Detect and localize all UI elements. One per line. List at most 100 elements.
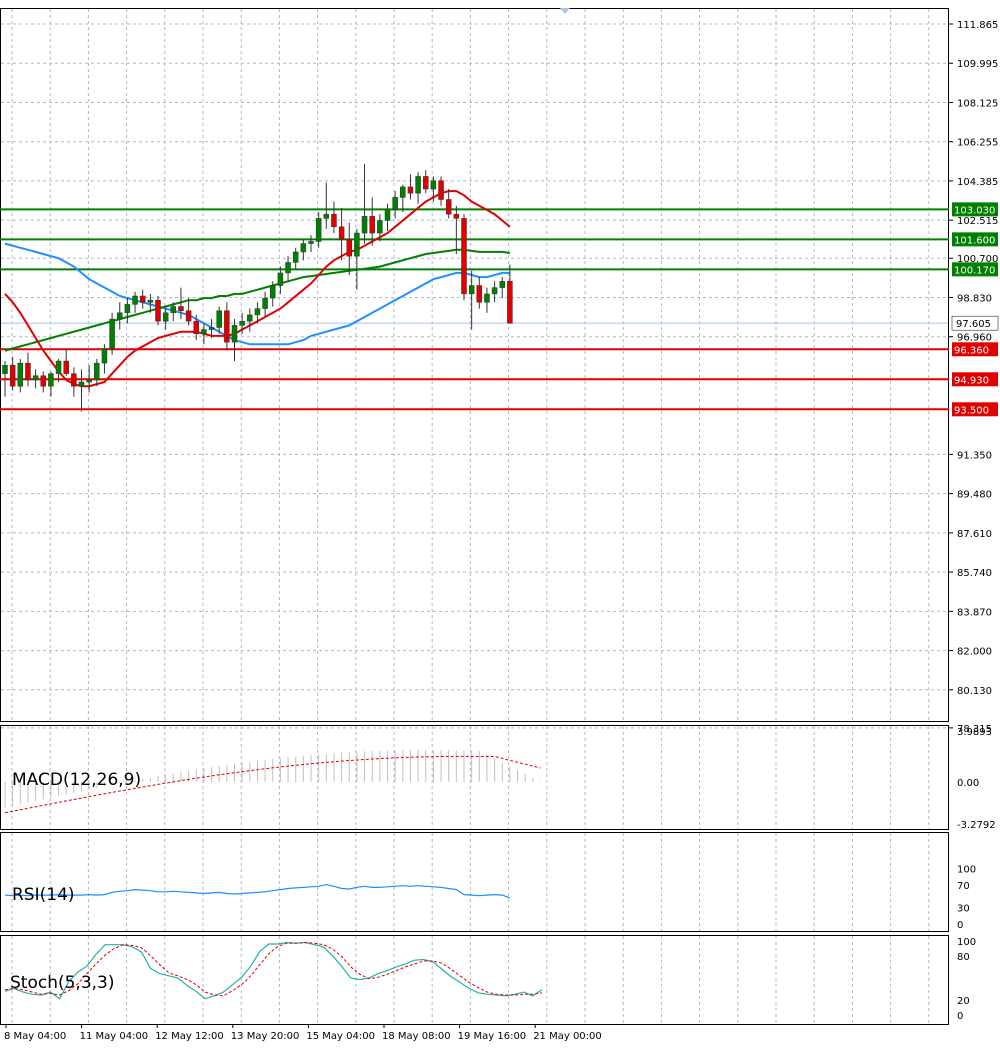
macd-signal-line [4,755,541,814]
rsi-tick-label: 70 [957,881,970,892]
candle-body [124,304,131,314]
rsi-label: RSI(14) [12,885,75,905]
candle-body [484,293,490,303]
candle-body [193,320,199,335]
candle-body [247,314,253,322]
grid [1,9,948,1024]
candle-body [270,285,276,299]
stoch-main-line [4,941,543,1000]
candle-body [139,295,146,303]
time-tick-label: 8 May 04:00 [4,1031,66,1042]
candle-body [2,364,8,374]
price-tick-label: 108.125 [957,98,998,109]
candle-body [178,306,184,311]
candle-body [117,312,123,320]
price-tick-label: 78.315 [957,724,992,735]
rsi-tick-label: 100 [957,865,976,876]
candle-body [216,310,222,328]
candle-body [239,320,245,326]
price-tick-label: 83.870 [957,607,992,618]
candle-body [438,180,444,200]
rsi-tick-label: 30 [957,903,970,914]
candle-body [277,272,284,286]
candle-body [415,176,421,194]
candle-body [407,186,414,194]
price-tick-label: 87.610 [957,529,992,540]
candle-body [55,360,62,374]
stoch-panel: 100 80 20 0 Stoch(5,3,3) [4,937,976,1022]
current-price-box [951,315,999,331]
candle-body [377,220,383,234]
level-label-box [952,202,998,217]
stoch-label: Stoch(5,3,3) [10,973,115,993]
candle-body [224,310,230,343]
stoch-tick-label: 80 [957,952,970,963]
candle-body [25,362,31,381]
macd-tick-label: -3.2792 [957,820,996,831]
candle-body [445,199,452,215]
candle-body [71,373,77,387]
candle-body [453,213,460,219]
candle-body [354,232,360,257]
price-tick-label: 102.515 [957,216,998,227]
rsi-line [4,883,511,899]
candle-body [101,348,108,364]
stoch-tick-label: 100 [957,937,976,948]
stoch-tick-label: 0 [957,1011,963,1022]
rsi-tick-label: 0 [957,920,963,931]
candle-body [338,226,345,240]
stoch-signal-line [4,941,542,997]
price-axis: 111.865 109.995 108.125 106.255 104.385 102.5… [949,20,998,735]
macd-tick-label: 3.9893 [957,727,992,738]
time-tick-label: 15 May 04:00 [306,1031,375,1042]
price-tick-label: 96.960 [957,333,992,344]
candle-body [48,373,54,387]
candle-body [315,218,322,242]
price-tick-label: 100.700 [957,254,998,265]
candle-body [400,186,406,198]
candle-body [32,375,39,381]
candle-body [285,262,291,274]
panel-frames [0,8,949,1025]
candle-body [292,251,299,263]
time-tick-label: 19 May 16:00 [458,1031,527,1042]
price-tick-label: 98.830 [957,293,992,304]
candle-body [423,176,429,190]
candle-body [201,329,207,335]
candle-body [262,297,268,309]
price-tick-label: 85.740 [957,568,992,579]
support-resistance-levels[interactable] [0,208,949,411]
level-label-box [952,342,998,357]
moving-average-line [4,248,511,352]
macd-tick-label: 0.00 [957,778,979,789]
candle-body [78,381,85,387]
candle-body [109,318,115,349]
candle-body [94,362,100,381]
price-tick-label: 104.385 [957,177,998,188]
level-label: 93.500 [954,405,989,416]
candle-body [361,216,368,234]
level-label: 94.930 [954,375,989,386]
time-tick-label: 21 May 00:00 [533,1031,602,1042]
level-label-box [952,402,998,417]
time-tick-label: 12 May 12:00 [155,1031,224,1042]
candle-body [147,299,154,303]
candle-body [369,216,375,234]
price-tick-label: 89.480 [957,490,992,501]
candle-body [331,213,337,228]
price-tick-label: 91.350 [957,450,992,461]
candle-body [155,299,161,322]
candle-body [170,306,177,314]
candle-body [185,310,192,322]
macd-panel: 3.9893 0.00 -3.2792 MACD(12,26,9) [4,727,996,831]
candlestick-series [2,163,513,412]
candle-body [507,281,513,324]
candle-body [132,295,138,305]
level-label: 96.360 [954,345,989,356]
stoch-tick-label: 20 [957,996,970,1007]
level-label: 100.170 [954,265,995,276]
time-tick-label: 18 May 08:00 [382,1031,451,1042]
time-axis: 8 May 04:00 11 May 04:00 12 May 12:00 13 Ma… [4,1024,602,1042]
